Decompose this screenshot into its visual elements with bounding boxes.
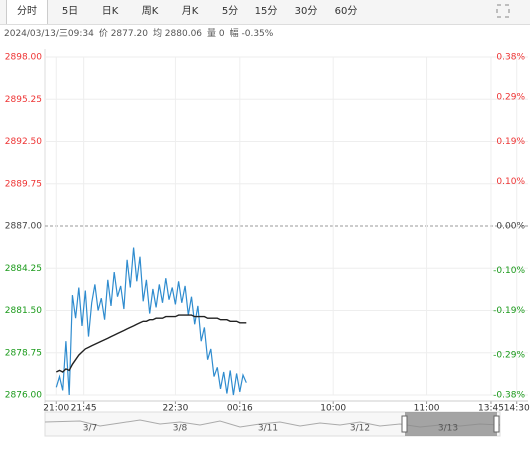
series-line <box>55 314 247 373</box>
navigator-label: 3/11 <box>258 424 278 434</box>
tab[interactable]: 日K <box>101 6 119 17</box>
x-tick-label: 00:16 <box>227 404 253 414</box>
tab[interactable]: 30分 <box>294 6 318 17</box>
tab[interactable]: 5日 <box>61 6 79 17</box>
x-tick-label: 10:00 <box>320 404 346 414</box>
info-item: 量 0 <box>207 29 225 39</box>
tab[interactable]: 60分 <box>334 6 358 17</box>
y-tick-label: 2889.75 <box>5 179 42 189</box>
tab[interactable]: 5分 <box>221 6 239 17</box>
navigator-handle[interactable] <box>493 415 500 433</box>
series-line <box>55 247 247 396</box>
grid <box>44 49 528 403</box>
y2-tick-label: -0.29% <box>493 350 525 360</box>
info-item: 均 2880.06 <box>152 29 203 39</box>
tab-bar: 分时 5日 日K 周K 月K 5分 15分 30分 60分 <box>0 0 530 25</box>
x-tick-label: 14:30 <box>504 404 530 414</box>
x-tick-label: 21:45 <box>71 404 97 414</box>
info-line: 2024/03/13/三09:34 价 2877.20 均 2880.06 量 0 幅 … <box>4 26 278 39</box>
x-tick-label: 11:00 <box>414 404 440 414</box>
tab[interactable]: 周K <box>141 6 159 17</box>
y-tick-label: 2887.00 <box>5 222 42 232</box>
y2-tick-label: 0.10% <box>496 177 525 187</box>
info-item: 价 2877.20 <box>98 29 148 39</box>
y-tick-label: 2898.00 <box>5 53 42 63</box>
x-tick-label: 13:45 <box>478 404 504 414</box>
navigator-label: 3/13 <box>438 424 458 434</box>
y2-tick-label: -0.38% <box>493 391 525 401</box>
x-tick-label: 21:00 <box>43 404 69 414</box>
navigator-handle[interactable] <box>401 415 408 433</box>
expand-icon[interactable] <box>496 4 510 18</box>
y2-tick-label: -0.10% <box>493 266 525 276</box>
y2-tick-label: -0.19% <box>493 306 525 316</box>
tab[interactable]: 15分 <box>254 6 278 17</box>
y-tick-label: 2895.25 <box>5 95 42 105</box>
navigator-selection[interactable] <box>405 412 497 436</box>
y2-tick-label: 0.38% <box>496 53 525 63</box>
info-item: 2024/03/13/三09:34 <box>4 29 94 39</box>
y-tick-label: 2876.00 <box>5 391 42 401</box>
navigator-label: 3/8 <box>173 424 188 434</box>
navigator-label: 3/7 <box>83 424 97 434</box>
y2-tick-label: 0.00% <box>496 222 525 232</box>
y2-tick-label: 0.19% <box>496 137 525 147</box>
y2-tick-label: 0.29% <box>496 93 525 103</box>
y-tick-label: 2878.75 <box>5 348 42 358</box>
info-item: 幅 -0.35% <box>229 29 274 39</box>
y-tick-label: 2892.50 <box>5 137 42 147</box>
tab[interactable]: 分时 <box>6 0 48 24</box>
y-tick-label: 2884.25 <box>5 264 42 274</box>
navigator-label: 3/12 <box>350 424 370 434</box>
y-tick-label: 2881.50 <box>5 306 42 316</box>
tab[interactable]: 月K <box>181 6 199 17</box>
x-tick-label: 22:30 <box>162 404 188 414</box>
